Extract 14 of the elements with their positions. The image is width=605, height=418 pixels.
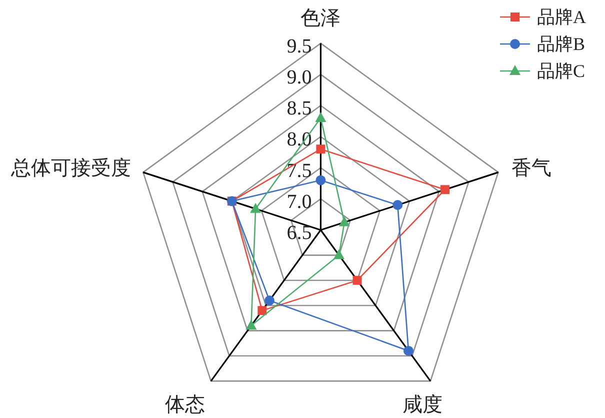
y-tick-label: 6.5 — [286, 222, 312, 244]
legend-label: 品牌A — [537, 7, 586, 27]
spoke-label: 总体可接受度 — [10, 157, 132, 180]
spoke-label: 咸度 — [402, 394, 442, 416]
y-tick-label: 7.5 — [286, 160, 312, 182]
spoke-label: 香气 — [511, 157, 552, 180]
y-tick-label: 9.0 — [286, 66, 312, 88]
y-tick-label: 8.5 — [286, 98, 312, 120]
legend-label: 品牌C — [537, 61, 586, 81]
y-tick-label: 7.0 — [286, 190, 312, 213]
spoke-label: 色泽 — [300, 7, 341, 30]
y-tick-label: 9.5 — [286, 35, 312, 58]
legend-label: 品牌B — [537, 34, 586, 54]
spoke-label: 体态 — [164, 394, 205, 416]
